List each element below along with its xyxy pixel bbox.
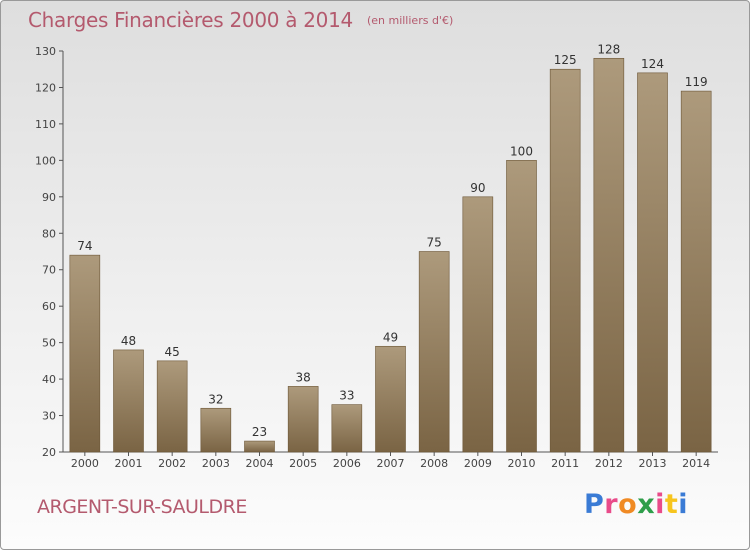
y-tick-label: 30 xyxy=(42,410,56,423)
bar-value-label: 23 xyxy=(252,425,267,439)
y-tick-label: 110 xyxy=(35,118,56,131)
bar xyxy=(69,254,101,453)
x-tick-label: 2012 xyxy=(595,457,623,470)
y-tick-label: 130 xyxy=(35,45,56,58)
bar-value-label: 119 xyxy=(685,75,708,89)
logo-letter: i xyxy=(678,489,689,520)
x-tick-label: 2004 xyxy=(246,457,274,470)
x-tick-label: 2002 xyxy=(158,457,186,470)
x-tick-label: 2003 xyxy=(202,457,230,470)
bar xyxy=(287,386,319,453)
logo-letter: x xyxy=(637,489,656,520)
x-tick-label: 2001 xyxy=(115,457,143,470)
x-tick-label: 2010 xyxy=(508,457,536,470)
bar-value-label: 33 xyxy=(339,389,354,403)
bar xyxy=(637,72,668,453)
y-tick-label: 20 xyxy=(42,446,56,459)
bar xyxy=(549,68,581,453)
x-tick-label: 2006 xyxy=(333,457,361,470)
bar-value-label: 75 xyxy=(427,236,442,250)
town-name: ARGENT-SUR-SAULDRE xyxy=(37,496,247,518)
bar xyxy=(680,90,712,453)
chart-title-block: Charges Financières 2000 à 2014 (en milli… xyxy=(28,8,453,32)
proxiti-logo: Proxiti xyxy=(584,489,688,520)
x-tick-label: 2014 xyxy=(682,457,710,470)
logo-letter: P xyxy=(584,489,605,520)
bar-value-label: 74 xyxy=(77,239,92,253)
x-tick-label: 2008 xyxy=(420,457,448,470)
bar xyxy=(418,251,450,453)
bar-value-label: 125 xyxy=(554,53,577,67)
bar xyxy=(244,440,275,453)
chart-subtitle: (en milliers d'€) xyxy=(366,14,454,27)
x-tick-label: 2009 xyxy=(464,457,492,470)
bar-value-label: 128 xyxy=(597,42,620,56)
y-tick-label: 70 xyxy=(42,264,56,277)
bar xyxy=(113,349,144,453)
x-tick-label: 2013 xyxy=(639,457,667,470)
x-tick-label: 2011 xyxy=(551,457,579,470)
y-tick-label: 50 xyxy=(42,337,56,350)
bar xyxy=(200,407,232,453)
bar-value-label: 38 xyxy=(296,370,311,384)
y-tick-label: 80 xyxy=(42,227,56,240)
y-tick-label: 60 xyxy=(42,300,56,313)
y-tick-label: 100 xyxy=(35,154,56,167)
y-tick-label: 90 xyxy=(42,191,56,204)
x-tick-label: 2007 xyxy=(377,457,405,470)
bar-value-label: 49 xyxy=(383,330,398,344)
bar xyxy=(462,196,494,453)
bar xyxy=(375,345,406,453)
x-tick-label: 2005 xyxy=(289,457,317,470)
chart-title: Charges Financières 2000 à 2014 xyxy=(28,8,353,32)
bar-value-label: 48 xyxy=(121,334,136,348)
bar-value-label: 100 xyxy=(510,144,533,158)
logo-letter: o xyxy=(618,489,638,520)
logo-letter: t xyxy=(664,489,679,520)
logo-letter: i xyxy=(655,489,665,520)
bar-value-label: 124 xyxy=(641,57,664,71)
logo-letter: r xyxy=(604,489,619,520)
bar xyxy=(593,57,625,453)
bar xyxy=(156,360,188,453)
bar xyxy=(506,160,537,453)
x-tick-label: 2000 xyxy=(71,457,99,470)
bar-value-label: 90 xyxy=(470,181,485,195)
bar xyxy=(331,404,363,453)
y-tick-label: 40 xyxy=(42,373,56,386)
bar-value-label: 32 xyxy=(208,392,223,406)
y-tick-label: 120 xyxy=(35,81,56,94)
bar-value-label: 45 xyxy=(165,345,180,359)
